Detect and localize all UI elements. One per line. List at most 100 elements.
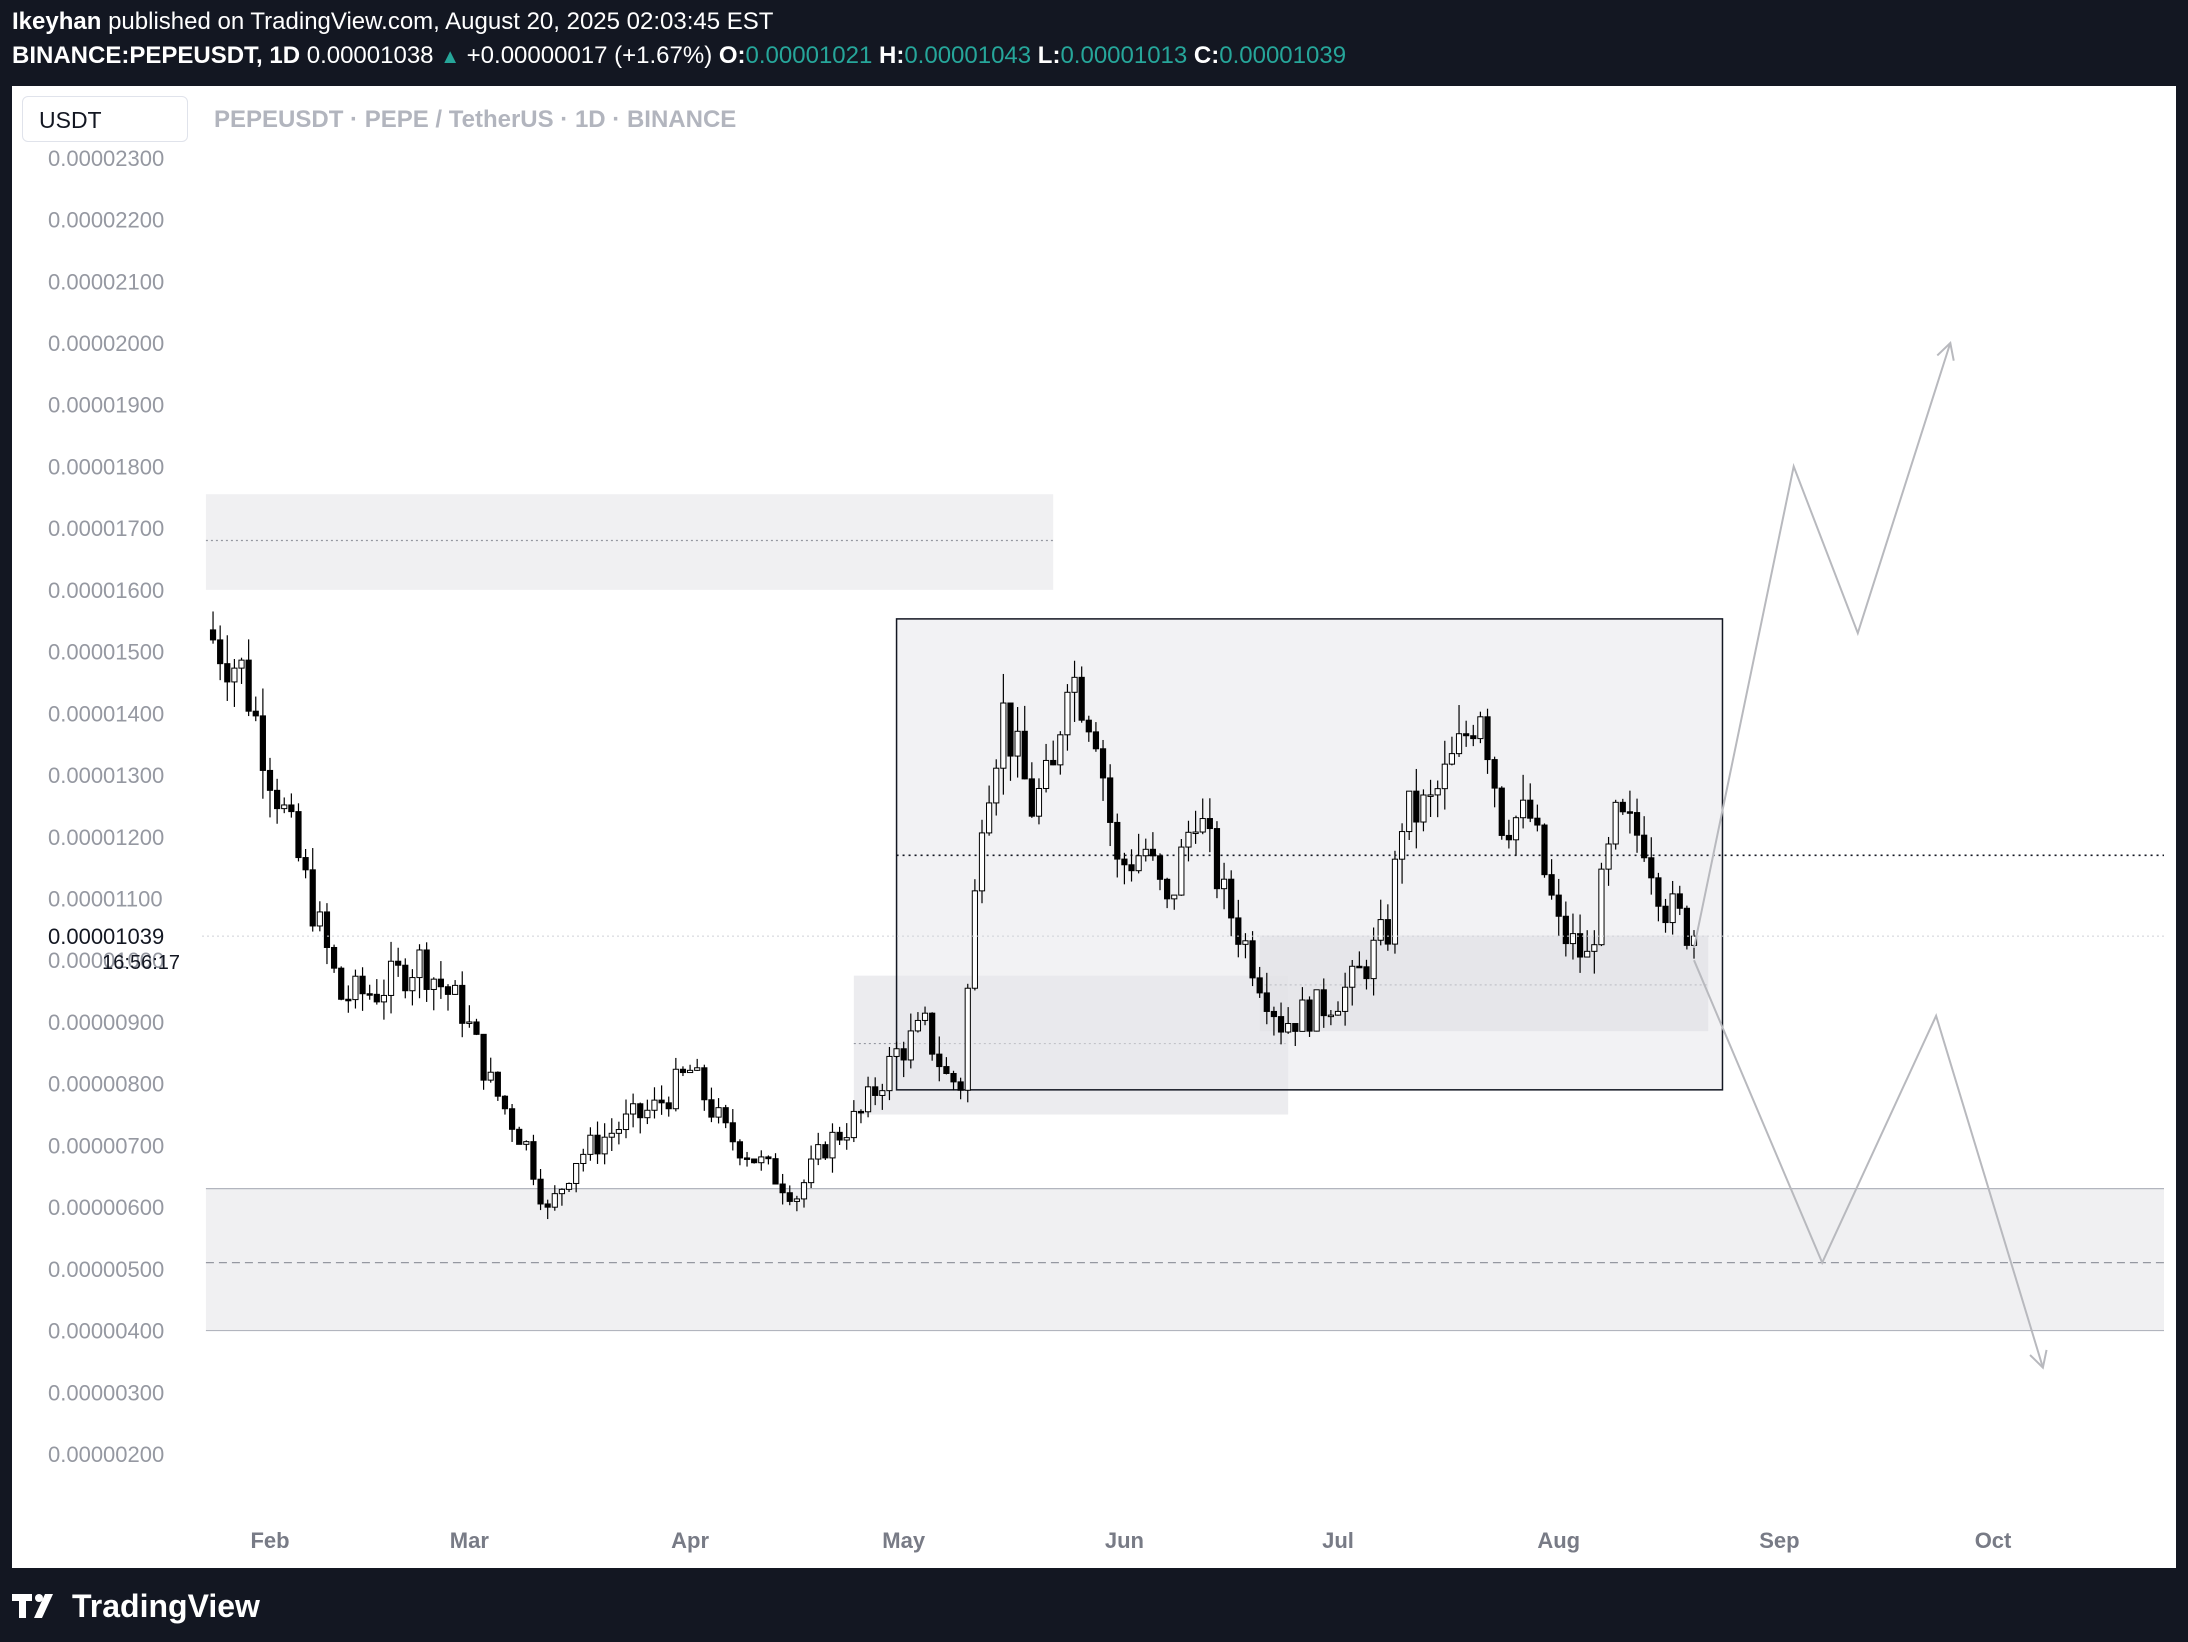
candle-body: [722, 1107, 729, 1124]
candle-body: [501, 1095, 509, 1110]
candle: [1669, 880, 1676, 935]
candle-body: [986, 802, 993, 834]
scenario-up-arrow-arrowhead: [1936, 341, 1955, 361]
low-label: L:: [1037, 42, 1061, 69]
currency-selector[interactable]: USDT: [22, 96, 188, 142]
candle-body: [1498, 787, 1505, 836]
candle-body: [1028, 778, 1035, 817]
x-tick-label: Mar: [450, 1528, 490, 1553]
tradingview-logo[interactable]: TradingView: [12, 1586, 260, 1626]
candle: [416, 944, 423, 999]
candle: [1235, 899, 1242, 958]
candle: [793, 1195, 800, 1212]
price-change: +0.00000017 (+1.67%): [466, 42, 713, 69]
candle-body: [1683, 907, 1690, 946]
candle: [879, 1083, 886, 1110]
candle-body: [1512, 817, 1520, 841]
candle: [1320, 978, 1327, 1028]
candle-body: [1448, 753, 1456, 765]
candle-body: [857, 1110, 865, 1114]
candle: [1584, 930, 1591, 958]
candle-body: [416, 949, 423, 979]
candle: [978, 819, 986, 904]
open-value: 0.00001021: [745, 42, 873, 69]
y-tick-label: 0.00002200: [48, 208, 164, 233]
candle-body: [366, 993, 373, 996]
candle-body: [437, 978, 444, 988]
candle-body: [1342, 986, 1349, 1012]
candle-body: [594, 1134, 601, 1155]
candle: [1441, 740, 1448, 810]
candle-body: [508, 1108, 516, 1130]
candle-body: [1220, 878, 1228, 890]
candle: [893, 1041, 900, 1059]
candle-body: [900, 1048, 907, 1061]
candle: [1042, 743, 1050, 793]
candle-body: [217, 639, 224, 665]
y-tick-label: 0.00001500: [48, 640, 164, 665]
candle-body: [316, 911, 323, 927]
candle-body: [665, 1102, 672, 1110]
candle-body: [815, 1144, 822, 1160]
candle-body: [1071, 676, 1078, 693]
candle-body: [224, 663, 231, 683]
brand-name: TradingView: [72, 1587, 260, 1624]
candle: [1555, 878, 1562, 937]
candle-body: [1662, 905, 1669, 924]
candle: [1057, 731, 1064, 775]
candle-body: [587, 1134, 594, 1155]
candle: [864, 1076, 872, 1118]
candle: [1107, 764, 1114, 847]
candle: [1662, 898, 1669, 933]
candle-body: [1398, 831, 1406, 860]
candle-body: [1377, 919, 1384, 941]
publish-date: published on TradingView.com, August 20,…: [108, 8, 774, 35]
candle: [587, 1127, 594, 1161]
y-tick-label: 0.00000700: [48, 1133, 164, 1158]
candle-body: [1598, 868, 1605, 946]
candle: [231, 659, 238, 707]
candle-body: [793, 1198, 800, 1202]
x-tick-label: Feb: [250, 1528, 289, 1553]
candle: [530, 1134, 537, 1186]
y-tick-label: 0.00001800: [48, 454, 164, 479]
candle-body: [338, 967, 345, 1000]
x-tick-label: Apr: [671, 1528, 709, 1553]
candle: [238, 657, 245, 684]
candle: [736, 1139, 744, 1166]
x-tick-label: Sep: [1759, 1528, 1799, 1553]
candle: [1000, 673, 1007, 795]
candle: [1484, 708, 1491, 774]
candle: [501, 1095, 509, 1115]
candle: [1370, 927, 1377, 996]
high-label: H:: [879, 42, 905, 69]
y-tick-label: 0.00000800: [48, 1072, 164, 1097]
candle: [209, 611, 217, 644]
candle-body: [950, 1072, 957, 1083]
x-tick-label: Aug: [1537, 1528, 1580, 1553]
candle: [1064, 684, 1071, 751]
candle-body: [544, 1203, 551, 1208]
candle: [637, 1102, 644, 1134]
candle-body: [1121, 858, 1128, 866]
candle-body: [1676, 893, 1683, 909]
candle: [943, 1057, 950, 1075]
candle-body: [537, 1178, 544, 1205]
candle: [1655, 872, 1662, 922]
chart-panel[interactable]: 0.00002300 0.00002200 0.00002100 0.00002000…: [12, 86, 2176, 1568]
author-name[interactable]: Ikeyhan: [12, 8, 102, 35]
candle: [366, 984, 373, 1000]
candle: [786, 1185, 793, 1206]
price-chart[interactable]: 0.00002300 0.00002200 0.00002100 0.00002000…: [12, 86, 2176, 1568]
candle: [466, 1005, 473, 1028]
candle-body: [886, 1055, 893, 1092]
candle: [1071, 660, 1078, 722]
candle-body: [274, 789, 281, 810]
open-label: O:: [718, 42, 746, 69]
candle: [224, 635, 231, 701]
candle-body: [964, 987, 971, 1091]
candle: [1683, 905, 1690, 950]
candle-body: [1213, 828, 1221, 890]
candle-body: [907, 1030, 914, 1061]
candle-body: [1228, 878, 1235, 919]
